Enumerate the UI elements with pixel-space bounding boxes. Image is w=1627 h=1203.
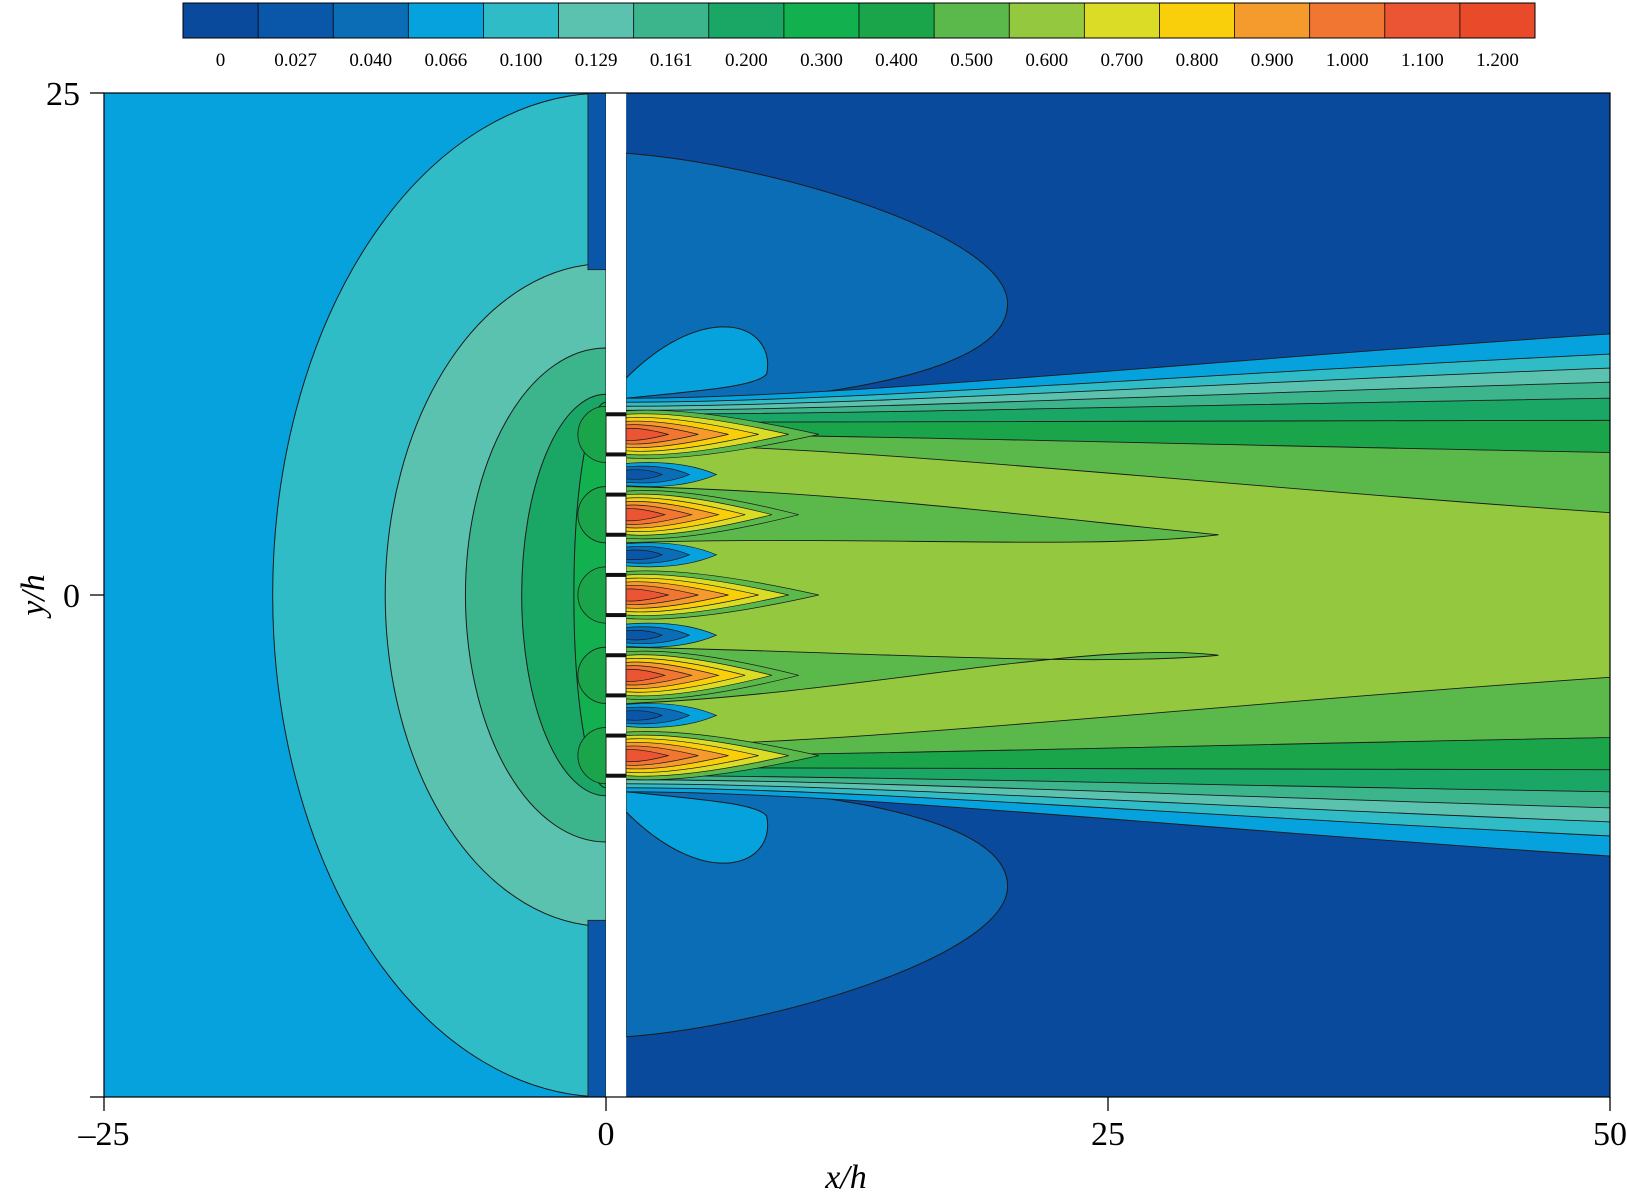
plot-area xyxy=(104,93,1610,1097)
jet-core xyxy=(625,749,670,763)
perforated-wall xyxy=(606,93,627,1097)
colorbar: 0 0.027 0.040 0.066 0.100 0.129 0.161 0.200 0.30… xyxy=(182,2,1536,71)
colorbar-tick-label: 0.040 xyxy=(349,50,392,71)
colorbar-swatch xyxy=(483,3,560,38)
wall-segment xyxy=(606,534,627,575)
wall-edge xyxy=(606,653,627,658)
colorbar-swatch xyxy=(408,3,484,38)
wall-edge xyxy=(606,532,627,537)
contour-band xyxy=(587,93,607,271)
colorbar-swatch xyxy=(859,3,935,38)
colorbar-swatch xyxy=(1459,3,1536,38)
wall-segment xyxy=(606,775,627,1097)
axes: –25 0 25 50 25 0 xyxy=(46,76,1627,1153)
jet-core xyxy=(625,427,670,441)
colorbar-tick-label: 0.800 xyxy=(1176,50,1219,71)
colorbar-tick-label: 1.200 xyxy=(1476,50,1519,71)
wall-segment xyxy=(606,93,627,415)
colorbar-tick-label: 0.700 xyxy=(1101,50,1144,71)
colorbar-swatch xyxy=(708,3,785,38)
colorbar-swatch xyxy=(558,3,635,38)
wall-edge xyxy=(606,412,627,417)
colorbar-tick-label: 0.600 xyxy=(1025,50,1068,71)
colorbar-tick-label: 0.300 xyxy=(800,50,843,71)
colorbar-tick-label: 0.027 xyxy=(274,50,317,71)
x-tick-label: 50 xyxy=(1593,1116,1627,1153)
contour-band xyxy=(587,919,607,1097)
colorbar-tick-label: 1.000 xyxy=(1326,50,1369,71)
colorbar-swatch xyxy=(1159,3,1236,38)
colorbar-tick-label: 0.161 xyxy=(650,50,693,71)
wall-edge xyxy=(606,693,627,698)
wall-edge xyxy=(606,492,627,497)
contour-band xyxy=(625,326,769,399)
colorbar-swatch xyxy=(783,3,860,38)
jet-core xyxy=(625,668,667,682)
recirculation-pocket xyxy=(625,549,664,560)
wall-edge xyxy=(606,452,627,457)
contour-band xyxy=(577,727,607,785)
downstream-field xyxy=(625,93,1610,1097)
jet-core xyxy=(625,588,670,602)
contour-band xyxy=(577,486,607,544)
jet-core xyxy=(625,508,667,522)
colorbar-swatch xyxy=(333,3,409,38)
wall-segment xyxy=(606,454,627,495)
contour-band xyxy=(577,646,607,704)
colorbar-swatch xyxy=(1384,3,1461,38)
x-axis-label: x/h xyxy=(824,1159,867,1196)
y-tick-label: 0 xyxy=(63,578,80,615)
colorbar-tick-label: 0.900 xyxy=(1251,50,1294,71)
contour-band xyxy=(577,566,607,624)
colorbar-tick-label: 1.100 xyxy=(1401,50,1444,71)
contour-band xyxy=(625,646,1219,704)
recirculation-pocket xyxy=(625,630,664,641)
x-tick-label: –25 xyxy=(78,1116,130,1153)
y-tick-label: 25 xyxy=(46,76,80,113)
contour-band xyxy=(625,791,769,864)
wall-edge xyxy=(606,733,627,738)
colorbar-tick-label: 0.066 xyxy=(425,50,468,71)
colorbar-swatch xyxy=(1009,3,1085,38)
colorbar-swatch xyxy=(1309,3,1386,38)
jet-region xyxy=(577,405,819,785)
colorbar-swatch xyxy=(1084,3,1160,38)
colorbar-swatch xyxy=(934,3,1010,38)
wall-segment xyxy=(606,695,627,736)
recirculation-pocket xyxy=(625,469,664,480)
upstream-field xyxy=(104,93,607,1097)
contour-band xyxy=(625,486,1219,544)
wall-edge xyxy=(606,613,627,618)
wall-segment xyxy=(606,615,627,656)
contour-band xyxy=(577,405,607,463)
colorbar-tick-label: 0.129 xyxy=(575,50,618,71)
wall-edge xyxy=(606,773,627,778)
colorbar-swatch xyxy=(183,3,259,38)
recirculation-pocket xyxy=(625,710,664,721)
colorbar-tick-label: 0.400 xyxy=(875,50,918,71)
colorbar-tick-label: 0.200 xyxy=(725,50,768,71)
colorbar-tick-label: 0.500 xyxy=(950,50,993,71)
y-axis-label: y/h xyxy=(15,574,52,619)
colorbar-swatch xyxy=(1234,3,1311,38)
x-tick-label: 25 xyxy=(1091,1116,1125,1153)
colorbar-tick-label: 0.100 xyxy=(500,50,543,71)
colorbar-tick-label: 0 xyxy=(216,50,226,71)
colorbar-swatch xyxy=(633,3,710,38)
colorbar-swatch xyxy=(258,3,334,38)
wall-edge xyxy=(606,572,627,577)
x-tick-label: 0 xyxy=(598,1116,615,1153)
